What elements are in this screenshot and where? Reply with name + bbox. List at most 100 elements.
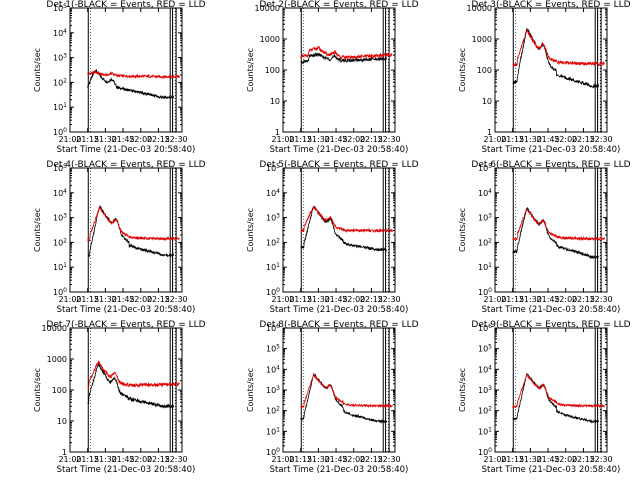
lld-series-line (300, 206, 393, 234)
x-tick-label: 21:00 (483, 135, 506, 144)
events-series-line (512, 373, 600, 424)
y-tick-label: 10000 (42, 324, 67, 333)
chart-panel-7: Det 7(-BLACK = Events, RED = LLD 1 10 100 10… (33, 320, 206, 475)
y-axis-label: Counts/sec (458, 48, 467, 92)
x-tick-label: 21:00 (58, 295, 81, 304)
y-tick-label: 1 (275, 128, 280, 137)
lld-series-line (512, 29, 605, 67)
y-tick-label: 101 (478, 262, 492, 272)
chart-title: Det 3(-BLACK = Events, RED = LLD (471, 0, 630, 10)
y-tick-label: 100 (266, 287, 280, 297)
y-tick-label: 102 (478, 406, 492, 416)
x-tick-label: 22:30 (590, 295, 613, 304)
y-tick-exponent: 5 (488, 163, 492, 170)
y-tick-exponent: 0 (276, 287, 280, 294)
y-tick-label: 104 (53, 188, 67, 198)
x-tick-label: 22:15 (572, 455, 595, 464)
y-tick-exponent: 6 (276, 323, 280, 330)
y-tick-exponent: 0 (488, 287, 492, 294)
chart-title: Det 4(-BLACK = Events, RED = LLD (46, 160, 205, 170)
y-tick-label: 104 (266, 364, 280, 374)
y-tick-exponent: 4 (276, 364, 280, 371)
chart-panel-5: Det 5(-BLACK = Events, RED = LLD10010110… (246, 160, 419, 315)
y-tick-exponent: 3 (276, 385, 280, 392)
x-tick-label: 22:00 (129, 455, 152, 464)
y-tick-label: 104 (478, 188, 492, 198)
y-tick-exponent: 5 (276, 163, 280, 170)
y-tick-label: 105 (478, 163, 492, 173)
y-tick-exponent: 4 (63, 188, 67, 195)
x-tick-label: 21:45 (112, 295, 135, 304)
y-tick-label: 100 (477, 66, 492, 75)
x-tick-label: 21:15 (289, 135, 312, 144)
y-tick-label: 10 (482, 97, 492, 106)
x-tick-label: 21:00 (483, 455, 506, 464)
x-tick-label: 22:15 (360, 295, 383, 304)
lld-series-line (87, 205, 180, 242)
x-tick-label: 22:15 (147, 295, 170, 304)
y-tick-label: 10 (270, 97, 280, 106)
y-axis-label: Counts/sec (246, 208, 255, 252)
y-tick-label: 103 (478, 213, 492, 223)
y-tick-exponent: 1 (63, 262, 67, 269)
y-tick-label: 10000 (255, 4, 280, 13)
y-tick-exponent: 2 (63, 237, 67, 244)
x-tick-label: 22:15 (360, 455, 383, 464)
lld-series-line (300, 45, 393, 60)
x-tick-label: 21:45 (325, 455, 348, 464)
x-tick-label: 21:45 (112, 455, 135, 464)
x-tick-label: 21:15 (76, 135, 99, 144)
events-series-line (512, 27, 600, 89)
y-tick-exponent: 5 (488, 344, 492, 351)
x-tick-label: 22:00 (554, 455, 577, 464)
y-tick-label: 100 (478, 287, 492, 297)
y-tick-exponent: 4 (488, 364, 492, 371)
x-axis-label: Start Time (21-Dec-03 20:58:40) (57, 465, 196, 475)
plot-frame (69, 327, 183, 453)
x-tick-label: 22:00 (129, 295, 152, 304)
x-tick-label: 21:30 (519, 455, 542, 464)
x-tick-label: 22:00 (554, 135, 577, 144)
y-tick-label: 1 (487, 128, 492, 137)
y-tick-label: 106 (478, 323, 492, 333)
x-tick-label: 21:30 (307, 135, 330, 144)
x-axis-label: Start Time (21-Dec-03 20:58:40) (270, 465, 409, 475)
x-tick-label: 22:30 (378, 295, 401, 304)
y-tick-label: 103 (266, 385, 280, 395)
x-axis-label: Start Time (21-Dec-03 20:58:40) (482, 305, 621, 315)
x-tick-label: 22:30 (165, 455, 188, 464)
y-tick-label: 103 (266, 213, 280, 223)
lld-series-line (512, 208, 605, 242)
x-tick-label: 22:30 (378, 455, 401, 464)
y-tick-exponent: 2 (488, 406, 492, 413)
y-tick-exponent: 0 (63, 287, 67, 294)
y-tick-label: 101 (266, 426, 280, 436)
y-tick-exponent: 1 (276, 262, 280, 269)
x-axis-label: Start Time (21-Dec-03 20:58:40) (482, 145, 621, 155)
y-tick-label: 104 (53, 28, 67, 38)
events-series-line (512, 206, 600, 259)
y-tick-label: 1000 (47, 355, 67, 364)
x-tick-label: 22:00 (554, 295, 577, 304)
y-tick-label: 103 (478, 385, 492, 395)
x-tick-label: 22:00 (129, 135, 152, 144)
x-tick-label: 21:30 (94, 295, 117, 304)
x-tick-label: 22:15 (572, 295, 595, 304)
x-tick-label: 21:00 (58, 455, 81, 464)
y-tick-label: 100 (53, 127, 67, 137)
x-tick-label: 21:00 (271, 295, 294, 304)
events-series-line (300, 51, 387, 64)
y-tick-exponent: 1 (276, 426, 280, 433)
x-tick-label: 21:00 (483, 295, 506, 304)
y-tick-exponent: 2 (63, 77, 67, 84)
chart-title: Det 6(-BLACK = Events, RED = LLD (471, 160, 630, 170)
x-tick-label: 22:15 (147, 135, 170, 144)
y-tick-exponent: 2 (276, 237, 280, 244)
chart-title: Det 8(-BLACK = Events, RED = LLD (259, 320, 418, 330)
lld-series-line (512, 373, 605, 409)
x-tick-label: 21:30 (94, 455, 117, 464)
chart-title: Det 5(-BLACK = Events, RED = LLD (259, 160, 418, 170)
x-tick-label: 22:15 (147, 455, 170, 464)
plot-frame (494, 327, 608, 453)
